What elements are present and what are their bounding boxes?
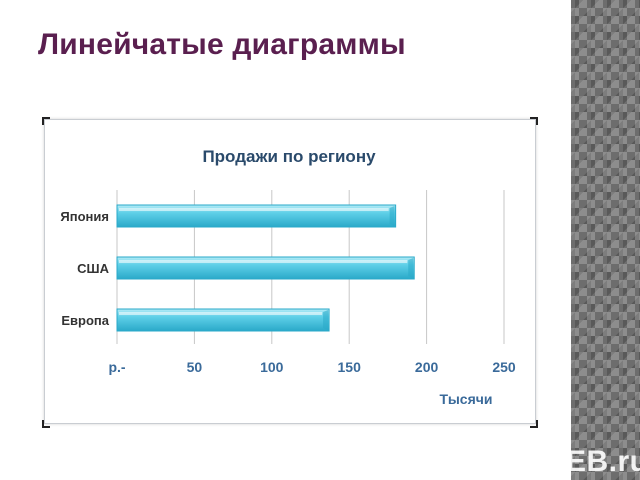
category-label: Япония [60, 209, 109, 224]
selection-handle-bottom-right[interactable] [530, 420, 538, 428]
x-tick-label: 250 [492, 359, 516, 375]
x-tick-label: 50 [187, 359, 203, 375]
x-tick-label: 200 [415, 359, 439, 375]
watermark: EB.ru [566, 445, 640, 478]
bar-2[interactable] [116, 256, 415, 280]
category-label: Европа [61, 313, 109, 328]
x-tick-label: 150 [338, 359, 362, 375]
x-tick-label: р.- [108, 359, 125, 375]
category-label: США [77, 261, 109, 276]
bar-1[interactable] [116, 204, 397, 228]
selection-handle-bottom-left[interactable] [42, 420, 50, 428]
selection-handle-top-right[interactable] [530, 117, 538, 125]
chart-title: Продажи по региону [202, 147, 376, 166]
decorative-side-stripe [571, 0, 640, 480]
x-tick-label: 100 [260, 359, 284, 375]
selection-handle-top-left[interactable] [42, 117, 50, 125]
bar-3[interactable] [116, 308, 330, 332]
slide-title: Линейчатые диаграммы [38, 28, 406, 61]
x-axis-label: Тысячи [439, 391, 492, 407]
